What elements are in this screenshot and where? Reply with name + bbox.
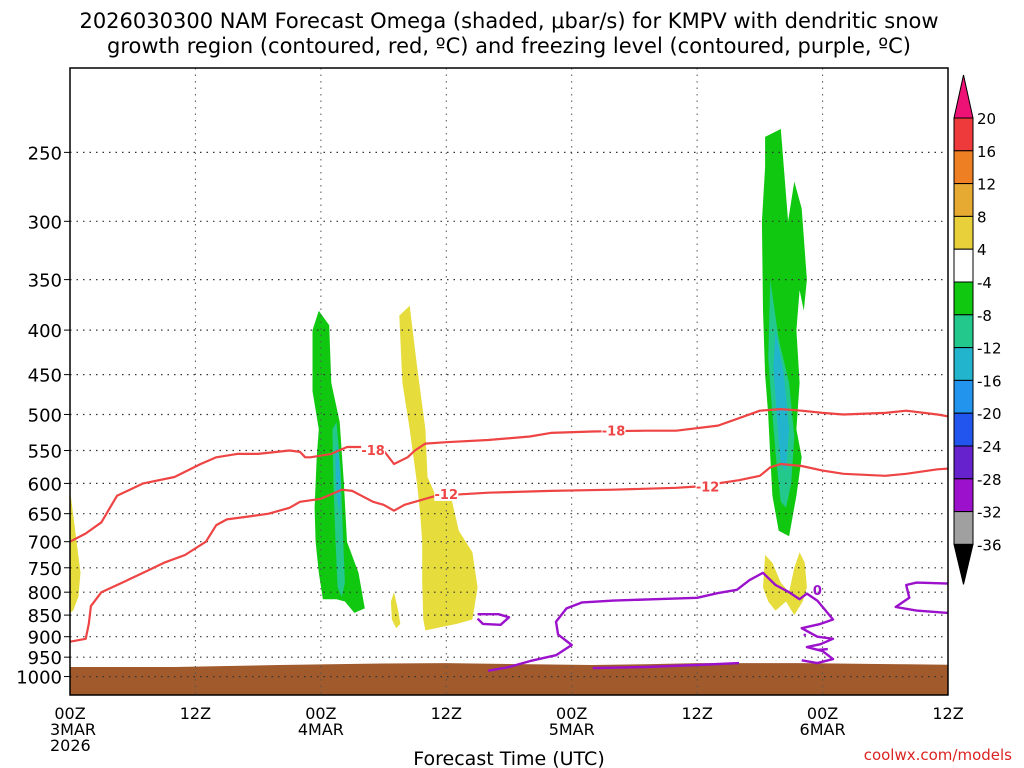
y-tick-label-1000: 1000	[16, 668, 62, 689]
freezing-contour-layer: 0	[476, 571, 948, 672]
y-tick-label-350: 350	[28, 271, 62, 292]
y-tick-label-400: 400	[28, 321, 62, 342]
colorbar-segment-3	[953, 183, 974, 217]
y-tick-label-650: 650	[28, 505, 62, 526]
x-tick-label-0-1: 3MAR	[50, 720, 96, 739]
colorbar-segment-12	[953, 478, 974, 513]
colorbar-label-2: 12	[977, 176, 996, 194]
colorbar-bottom-arrow	[953, 543, 974, 585]
x-tick-label-84-0: 12Z	[932, 704, 963, 723]
colorbar-label-3: 8	[977, 208, 987, 226]
chart-title-line2: growth region (contoured, red, ºC) and f…	[107, 34, 911, 58]
colorbar-segment-2	[953, 150, 974, 185]
x-tick-label-48-0: 00Z	[556, 704, 587, 723]
dgz-label-bg-0	[361, 442, 386, 457]
colorbar-label-4: 4	[977, 241, 987, 259]
x-tick-label-60-0: 12Z	[681, 704, 712, 723]
colorbar-segment-8	[953, 347, 974, 381]
colorbar-segment-5	[953, 248, 974, 283]
freezing-contour-3	[592, 661, 740, 670]
dgz-label-1: -18	[602, 425, 626, 440]
freezing-contour-4	[817, 647, 828, 652]
credit-text: coolwx.com/models	[864, 746, 1012, 764]
colorbar-label-11: -28	[977, 471, 1002, 489]
omega-region-9	[763, 552, 807, 616]
colorbar-label-13: -36	[977, 536, 1002, 554]
colorbar-label-12: -32	[977, 504, 1002, 522]
dgz-label-bg-1	[601, 423, 626, 438]
terrain-fill	[70, 663, 948, 695]
dgz-contour-layer: -18 -18 -12 -12	[70, 408, 948, 643]
colorbar-label-9: -20	[977, 405, 1002, 423]
x-tick-label-12-0: 12Z	[180, 704, 211, 723]
x-tick-label-72-0: 00Z	[807, 704, 838, 723]
colorbar-label-1: 16	[977, 143, 996, 161]
y-tick-label-950: 950	[28, 648, 62, 669]
omega-region-5	[390, 592, 401, 629]
colorbar: 20 16 12 8 4 -4 -8 -12 -16 -20 -24 -28 -32 -36	[953, 74, 1002, 585]
terrain-layer	[70, 663, 948, 695]
y-tick-label-500: 500	[28, 405, 62, 426]
y-tick-label-700: 700	[28, 533, 62, 554]
y-tick-label-900: 900	[28, 628, 62, 649]
omega-region-3	[335, 443, 341, 514]
omega-region-6	[761, 129, 807, 537]
y-tick-label-850: 850	[28, 606, 62, 627]
x-tick-label-72-1: 6MAR	[800, 720, 846, 739]
x-axis-label: Forecast Time (UTC)	[413, 748, 604, 768]
omega-region-2	[332, 422, 345, 597]
colorbar-label-6: -8	[977, 307, 992, 325]
dgz-label-3: -12	[696, 481, 720, 496]
colorbar-label-10: -24	[977, 438, 1002, 456]
colorbar-segment-7	[953, 314, 974, 349]
colorbar-label-7: -12	[977, 340, 1002, 358]
grid-layer	[70, 68, 948, 695]
freezing-contour-0	[476, 613, 511, 626]
omega-region-4	[399, 305, 478, 631]
colorbar-label-5: -4	[977, 274, 992, 292]
plot-frame	[69, 67, 949, 696]
colorbar-segment-10	[953, 412, 974, 447]
colorbar-label-0: 20	[977, 110, 996, 128]
colorbar-segment-11	[953, 445, 974, 480]
chart-title-line1: 2026030300 NAM Forecast Omega (shaded, μ…	[79, 9, 938, 33]
dgz-contour--18	[70, 408, 948, 543]
omega-region-0	[70, 489, 81, 613]
y-axis: 2503003504004505005506006507007508008509…	[16, 143, 70, 689]
x-tick-label-48-1: 5MAR	[549, 720, 595, 739]
x-tick-label-24-1: 4MAR	[298, 720, 344, 739]
dgz-contour--12	[70, 462, 948, 643]
x-tick-label-24-0: 00Z	[305, 704, 336, 723]
dgz-label-bg-2	[434, 486, 459, 501]
y-tick-label-600: 600	[28, 474, 62, 495]
colorbar-top-arrow	[953, 74, 974, 119]
colorbar-segment-6	[953, 281, 974, 316]
freezing-contour-1	[487, 571, 835, 672]
y-tick-label-300: 300	[28, 212, 62, 233]
y-tick-label-250: 250	[28, 143, 62, 164]
dgz-label-0: -18	[361, 444, 385, 459]
x-tick-label-0-0: 00Z	[54, 704, 85, 723]
omega-region-8	[773, 330, 790, 471]
dgz-label-2: -12	[435, 488, 459, 503]
colorbar-label-8: -16	[977, 372, 1002, 390]
colorbar-segment-4	[953, 215, 974, 250]
y-tick-label-450: 450	[28, 366, 62, 387]
freezing-label-0: 0	[813, 584, 822, 599]
x-tick-label-36-0: 12Z	[431, 704, 462, 723]
colorbar-segment-13	[953, 511, 974, 545]
omega-shading-layer	[70, 129, 807, 631]
y-tick-label-800: 800	[28, 583, 62, 604]
colorbar-segment-9	[953, 379, 974, 414]
dgz-label-bg-3	[695, 479, 720, 494]
y-tick-label-750: 750	[28, 559, 62, 580]
x-tick-label-0-2: 2026	[50, 736, 91, 755]
y-tick-label-550: 550	[28, 442, 62, 463]
colorbar-segment-1	[953, 117, 974, 152]
freezing-contour-2	[894, 581, 948, 615]
